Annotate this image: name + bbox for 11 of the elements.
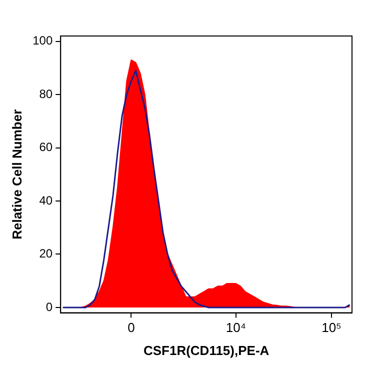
y-tick-label: 100 <box>32 34 53 48</box>
x-axis-title: CSF1R(CD115),PE-A <box>143 342 270 358</box>
x-tick-label: 0 <box>128 320 135 336</box>
y-axis-title: Relative Cell Number <box>9 109 24 240</box>
y-tick-label: 0 <box>46 300 53 314</box>
y-tick-label: 40 <box>39 193 53 208</box>
y-tick-label: 60 <box>39 140 53 154</box>
x-tick-label: 10⁵ <box>322 320 342 336</box>
y-tick-label: 80 <box>39 86 53 101</box>
x-tick-label: 10⁴ <box>226 320 246 336</box>
y-tick-label: 20 <box>39 246 53 261</box>
